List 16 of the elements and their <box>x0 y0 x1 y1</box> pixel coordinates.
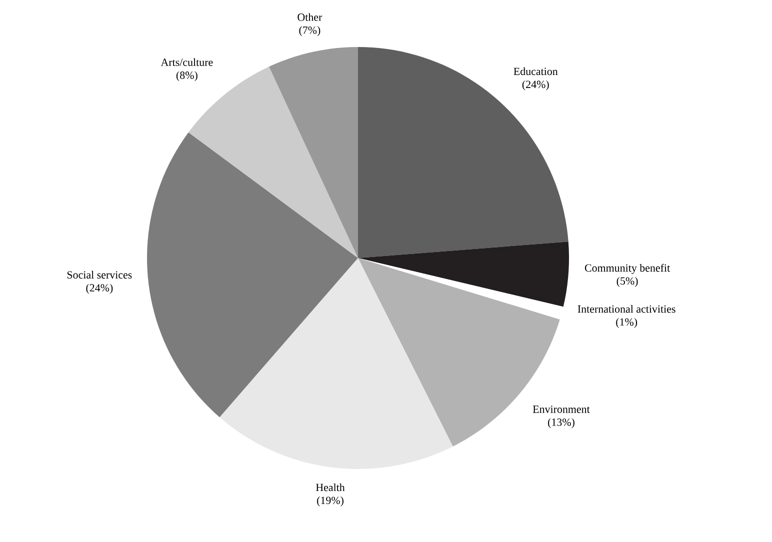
slice-label: Education <box>514 67 558 76</box>
slice-label: Environment <box>532 406 590 413</box>
slice-label: Other <box>298 13 322 21</box>
data-label: (19%) <box>317 496 344 506</box>
data-label: (24%) <box>86 284 113 294</box>
data-label: (1%) <box>616 318 638 328</box>
slice-label: International activities <box>578 305 676 313</box>
slice-label: Arts/culture <box>160 58 213 66</box>
slice-label: Social services <box>67 270 132 279</box>
data-label: (8%) <box>176 71 198 82</box>
slice-label: Health <box>316 483 345 492</box>
data-label: (13%) <box>548 418 574 428</box>
slice-label: Community benefit <box>584 264 670 274</box>
data-label: (24%) <box>522 80 549 90</box>
data-label: (7%) <box>299 26 320 36</box>
data-label: (5%) <box>616 276 638 287</box>
